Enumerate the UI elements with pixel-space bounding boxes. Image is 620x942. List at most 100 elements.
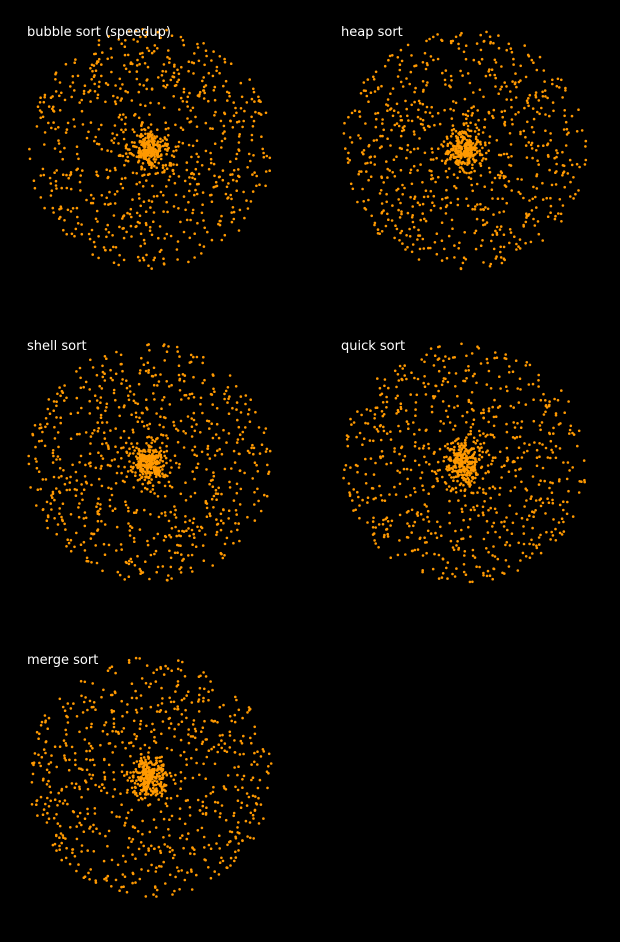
scatter-point — [409, 70, 413, 74]
scatter-point — [482, 432, 485, 435]
scatter-point — [89, 744, 93, 748]
scatter-point — [111, 795, 115, 798]
scatter-point — [114, 84, 117, 87]
scatter-point — [32, 179, 36, 182]
scatter-point — [141, 152, 145, 155]
scatter-point — [417, 234, 420, 237]
scatter-point — [169, 565, 173, 569]
scatter-point — [531, 156, 534, 160]
scatter-point — [133, 564, 137, 567]
scatter-point — [237, 148, 240, 151]
scatter-point — [161, 139, 164, 142]
scatter-point — [75, 152, 79, 156]
scatter-point — [180, 869, 183, 872]
scatter-point — [158, 756, 162, 759]
scatter-point — [213, 142, 217, 145]
scatter-point — [193, 477, 196, 481]
scatter-point — [150, 200, 154, 203]
scatter-point — [384, 224, 388, 228]
scatter-point — [514, 96, 518, 99]
scatter-point — [483, 500, 486, 503]
scatter-point — [220, 739, 223, 742]
scatter-point — [441, 145, 445, 148]
scatter-point — [58, 94, 61, 98]
scatter-point — [191, 543, 194, 546]
scatter-point — [353, 109, 357, 112]
scatter-point — [219, 519, 223, 522]
scatter-point — [414, 441, 417, 444]
scatter-point — [124, 821, 127, 825]
scatter-point — [51, 843, 55, 847]
scatter-point — [86, 787, 90, 791]
scatter-point — [395, 122, 399, 125]
scatter-point — [139, 722, 142, 726]
scatter-point — [116, 863, 120, 867]
scatter-point — [396, 75, 400, 78]
scatter-point — [412, 130, 416, 133]
scatter-point — [160, 74, 164, 77]
scatter-point — [442, 422, 445, 425]
scatter-point — [93, 807, 97, 810]
scatter-point — [140, 128, 143, 132]
scatter-point — [562, 508, 565, 512]
scatter-point — [413, 444, 417, 448]
scatter-point — [533, 224, 537, 227]
scatter-point — [138, 791, 142, 795]
scatter-point — [44, 802, 47, 806]
scatter-point — [491, 197, 494, 200]
scatter-point — [176, 707, 180, 711]
scatter-point — [44, 721, 47, 724]
scatter-point — [424, 110, 427, 114]
scatter-point — [500, 465, 504, 469]
scatter-point — [178, 108, 181, 111]
scatter-point — [124, 67, 128, 71]
scatter-point — [232, 499, 236, 502]
scatter-point — [461, 473, 464, 477]
scatter-point — [59, 150, 62, 154]
scatter-point — [163, 454, 166, 458]
scatter-point — [101, 421, 104, 424]
scatter-point — [211, 436, 215, 440]
scatter-point — [418, 137, 421, 140]
scatter-point — [232, 101, 235, 104]
scatter-point — [182, 446, 186, 449]
scatter-point — [469, 535, 472, 538]
scatter-point — [203, 846, 206, 849]
scatter-point — [140, 707, 143, 710]
scatter-point — [391, 204, 394, 207]
scatter-point — [112, 245, 115, 249]
scatter-point — [469, 426, 473, 429]
point-cloud — [30, 656, 273, 898]
scatter-point — [392, 158, 396, 161]
scatter-point — [145, 141, 149, 145]
scatter-point — [124, 500, 127, 503]
scatter-point — [480, 455, 484, 459]
scatter-point — [162, 396, 166, 399]
scatter-point — [53, 437, 57, 440]
scatter-point — [535, 206, 538, 209]
scatter-point — [401, 183, 404, 187]
scatter-point — [78, 101, 81, 104]
scatter-point — [102, 771, 106, 774]
scatter-point — [117, 732, 120, 735]
scatter-point — [109, 47, 113, 50]
scatter-point — [474, 229, 478, 233]
scatter-point — [157, 845, 161, 849]
scatter-point — [112, 214, 116, 217]
scatter-point — [367, 198, 370, 202]
scatter-point — [202, 696, 205, 700]
scatter-point — [432, 58, 435, 62]
scatter-point — [152, 771, 156, 775]
scatter-point — [377, 523, 381, 526]
scatter-point — [454, 186, 458, 190]
scatter-point — [135, 760, 139, 763]
scatter-point — [215, 518, 218, 521]
scatter-point — [210, 238, 214, 242]
scatter-point — [471, 142, 475, 145]
scatter-point — [247, 709, 251, 712]
scatter-point — [141, 832, 144, 836]
scatter-point — [539, 428, 542, 432]
scatter-point — [522, 532, 526, 535]
scatter-point — [566, 461, 570, 464]
scatter-point — [413, 90, 416, 94]
